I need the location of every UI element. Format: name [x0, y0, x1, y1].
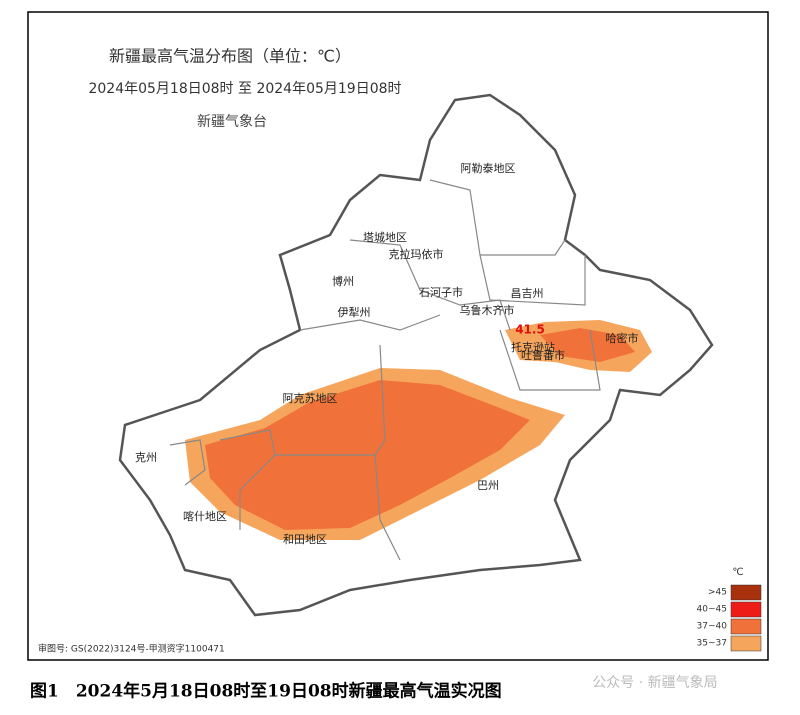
region-label: 塔城地区 — [363, 231, 407, 244]
watermark: 公众号 · 新疆气象局 — [592, 675, 717, 691]
region-label: 昌吉州 — [511, 287, 544, 300]
map-issuer: 新疆气象台 — [197, 114, 267, 130]
region-label: 巴州 — [477, 479, 499, 492]
region-label: 吐鲁番市 — [521, 348, 565, 362]
region-label: 乌鲁木齐市 — [460, 303, 515, 317]
legend-label: 37~40 — [697, 622, 728, 632]
region-label: 阿勒泰地区 — [461, 161, 516, 175]
legend: ℃ >45 40~45 37~40 35~37 — [697, 567, 762, 652]
region-label: 伊犁州 — [338, 305, 371, 319]
legend-unit: ℃ — [732, 567, 743, 578]
region-label: 博州 — [332, 275, 354, 288]
map-period: 2024年05月18日08时 至 2024年05月19日08时 — [88, 81, 401, 97]
legend-swatch — [730, 635, 762, 652]
legend-label: >45 — [708, 588, 727, 598]
legend-swatch — [730, 601, 762, 618]
region-labels: 阿勒泰地区 塔城地区 克拉玛依市 博州 伊犁州 石河子市 乌鲁木齐市 昌吉州 哈… — [135, 161, 639, 546]
approval-number: 审图号: GS(2022)3124号-甲测资字1100471 — [38, 643, 225, 655]
region-boundaries — [169, 179, 601, 561]
map-title: 新疆最高气温分布图（单位：℃） — [109, 47, 351, 66]
region-label: 托克逊站 — [511, 340, 555, 354]
legend-label: 35~37 — [697, 639, 727, 649]
region-label: 克拉玛依市 — [389, 247, 444, 261]
max-temperature-label: 41.5 — [515, 323, 545, 337]
heat-area-hami-37-40 — [540, 328, 635, 362]
region-label: 石河子市 — [419, 285, 463, 299]
region-label: 阿克苏地区 — [283, 392, 338, 405]
figure-caption: 图1 2024年5月18日08时至19日08时新疆最高气温实况图 — [30, 681, 502, 702]
region-label: 克州 — [135, 451, 157, 464]
region-label: 喀什地区 — [183, 510, 227, 523]
region-label: 和田地区 — [283, 533, 327, 546]
legend-label: 40~45 — [697, 605, 727, 615]
region-label: 哈密市 — [606, 331, 639, 345]
legend-swatch — [730, 584, 762, 601]
legend-swatch — [730, 618, 762, 635]
